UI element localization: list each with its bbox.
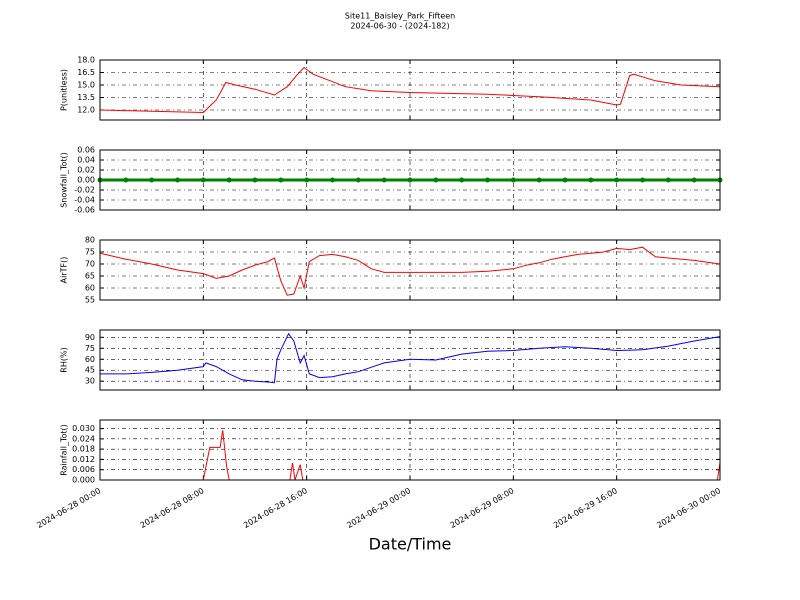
x-tick-label: 2024-06-29 00:00 — [345, 486, 412, 530]
x-tick-label: 2024-06-29 16:00 — [552, 486, 619, 530]
plot-frame — [99, 59, 721, 121]
y-tick-label: -0.04 — [74, 196, 95, 205]
data-point — [562, 177, 568, 183]
y-tick-label: 45 — [85, 366, 95, 375]
data-point — [175, 177, 180, 183]
data-point — [433, 177, 439, 183]
y-tick-label: 15.0 — [77, 81, 95, 90]
data-point — [278, 177, 284, 183]
chart-subtitle: 2024-06-30 - (2024-182) — [350, 22, 449, 31]
y-tick-label: 60 — [85, 355, 95, 364]
y-tick-label: 0.06 — [77, 146, 95, 155]
y-axis-label: P(unitless) — [60, 69, 69, 111]
y-tick-label: 0.02 — [77, 166, 95, 175]
data-point — [123, 177, 129, 183]
y-tick-label: 90 — [85, 333, 95, 342]
series-line — [99, 246, 721, 296]
plot-frame — [99, 419, 721, 481]
data-point — [200, 177, 206, 183]
data-point — [381, 177, 387, 183]
data-point — [665, 177, 671, 183]
y-tick-label: -0.02 — [74, 186, 95, 195]
y-tick-label: 16.5 — [77, 68, 95, 77]
series-line — [100, 332, 721, 384]
data-point — [691, 177, 697, 183]
y-tick-label: 18.0 — [77, 56, 95, 65]
y-tick-label: 55 — [85, 296, 95, 305]
y-tick-label: 70 — [85, 260, 95, 269]
y-tick-label: 0.024 — [72, 434, 95, 443]
data-point — [640, 177, 645, 183]
x-tick-label: 2024-06-29 08:00 — [449, 486, 516, 530]
y-tick-label: 0.04 — [77, 156, 95, 165]
y-tick-label: 0.012 — [72, 455, 95, 464]
y-tick-label: 0.000 — [72, 476, 95, 485]
x-tick-label: 2024-06-28 16:00 — [242, 486, 309, 530]
data-point — [330, 177, 335, 183]
x-tick-label: 2024-06-28 00:00 — [35, 486, 102, 530]
data-point — [407, 177, 413, 183]
plot-frame — [99, 239, 721, 301]
data-point — [614, 177, 620, 183]
data-point — [149, 177, 155, 183]
x-tick-label: 2024-06-28 08:00 — [139, 486, 206, 530]
data-point — [459, 177, 465, 183]
y-tick-label: 30 — [85, 377, 95, 386]
chart-title: Site11_Baisley_Park_Fifteen — [345, 12, 455, 21]
x-axis-label: Date/Time — [369, 535, 452, 554]
y-axis-label: Snowfall_Tot() — [60, 152, 69, 208]
plot-frame — [99, 149, 721, 211]
data-point — [252, 177, 258, 183]
y-axis-label: Rainfall_Tot() — [60, 424, 69, 476]
y-tick-label: 0.030 — [72, 424, 95, 433]
data-point — [355, 177, 361, 183]
y-tick-label: 12.0 — [77, 106, 95, 115]
y-tick-label: 0.006 — [72, 465, 95, 474]
data-point — [485, 177, 490, 183]
y-tick-label: 75 — [85, 248, 95, 257]
data-point — [536, 177, 542, 183]
y-tick-label: 75 — [85, 344, 95, 353]
y-tick-label: 13.5 — [77, 93, 95, 102]
data-point — [510, 177, 516, 183]
y-axis-label: AirTF() — [60, 257, 69, 284]
data-point — [304, 177, 310, 183]
y-tick-label: 65 — [85, 272, 95, 281]
x-tick-label: 2024-06-30 00:00 — [655, 486, 722, 530]
y-tick-label: 60 — [85, 284, 95, 293]
y-tick-label: 0.00 — [77, 176, 95, 185]
data-point — [226, 177, 232, 183]
data-point — [588, 177, 594, 183]
y-tick-label: -0.06 — [74, 206, 95, 215]
series-line — [99, 66, 721, 114]
y-tick-label: 80 — [85, 236, 95, 245]
plot-frame — [99, 329, 721, 391]
y-tick-label: 0.018 — [72, 445, 95, 454]
y-axis-label: RH(%) — [60, 347, 69, 372]
